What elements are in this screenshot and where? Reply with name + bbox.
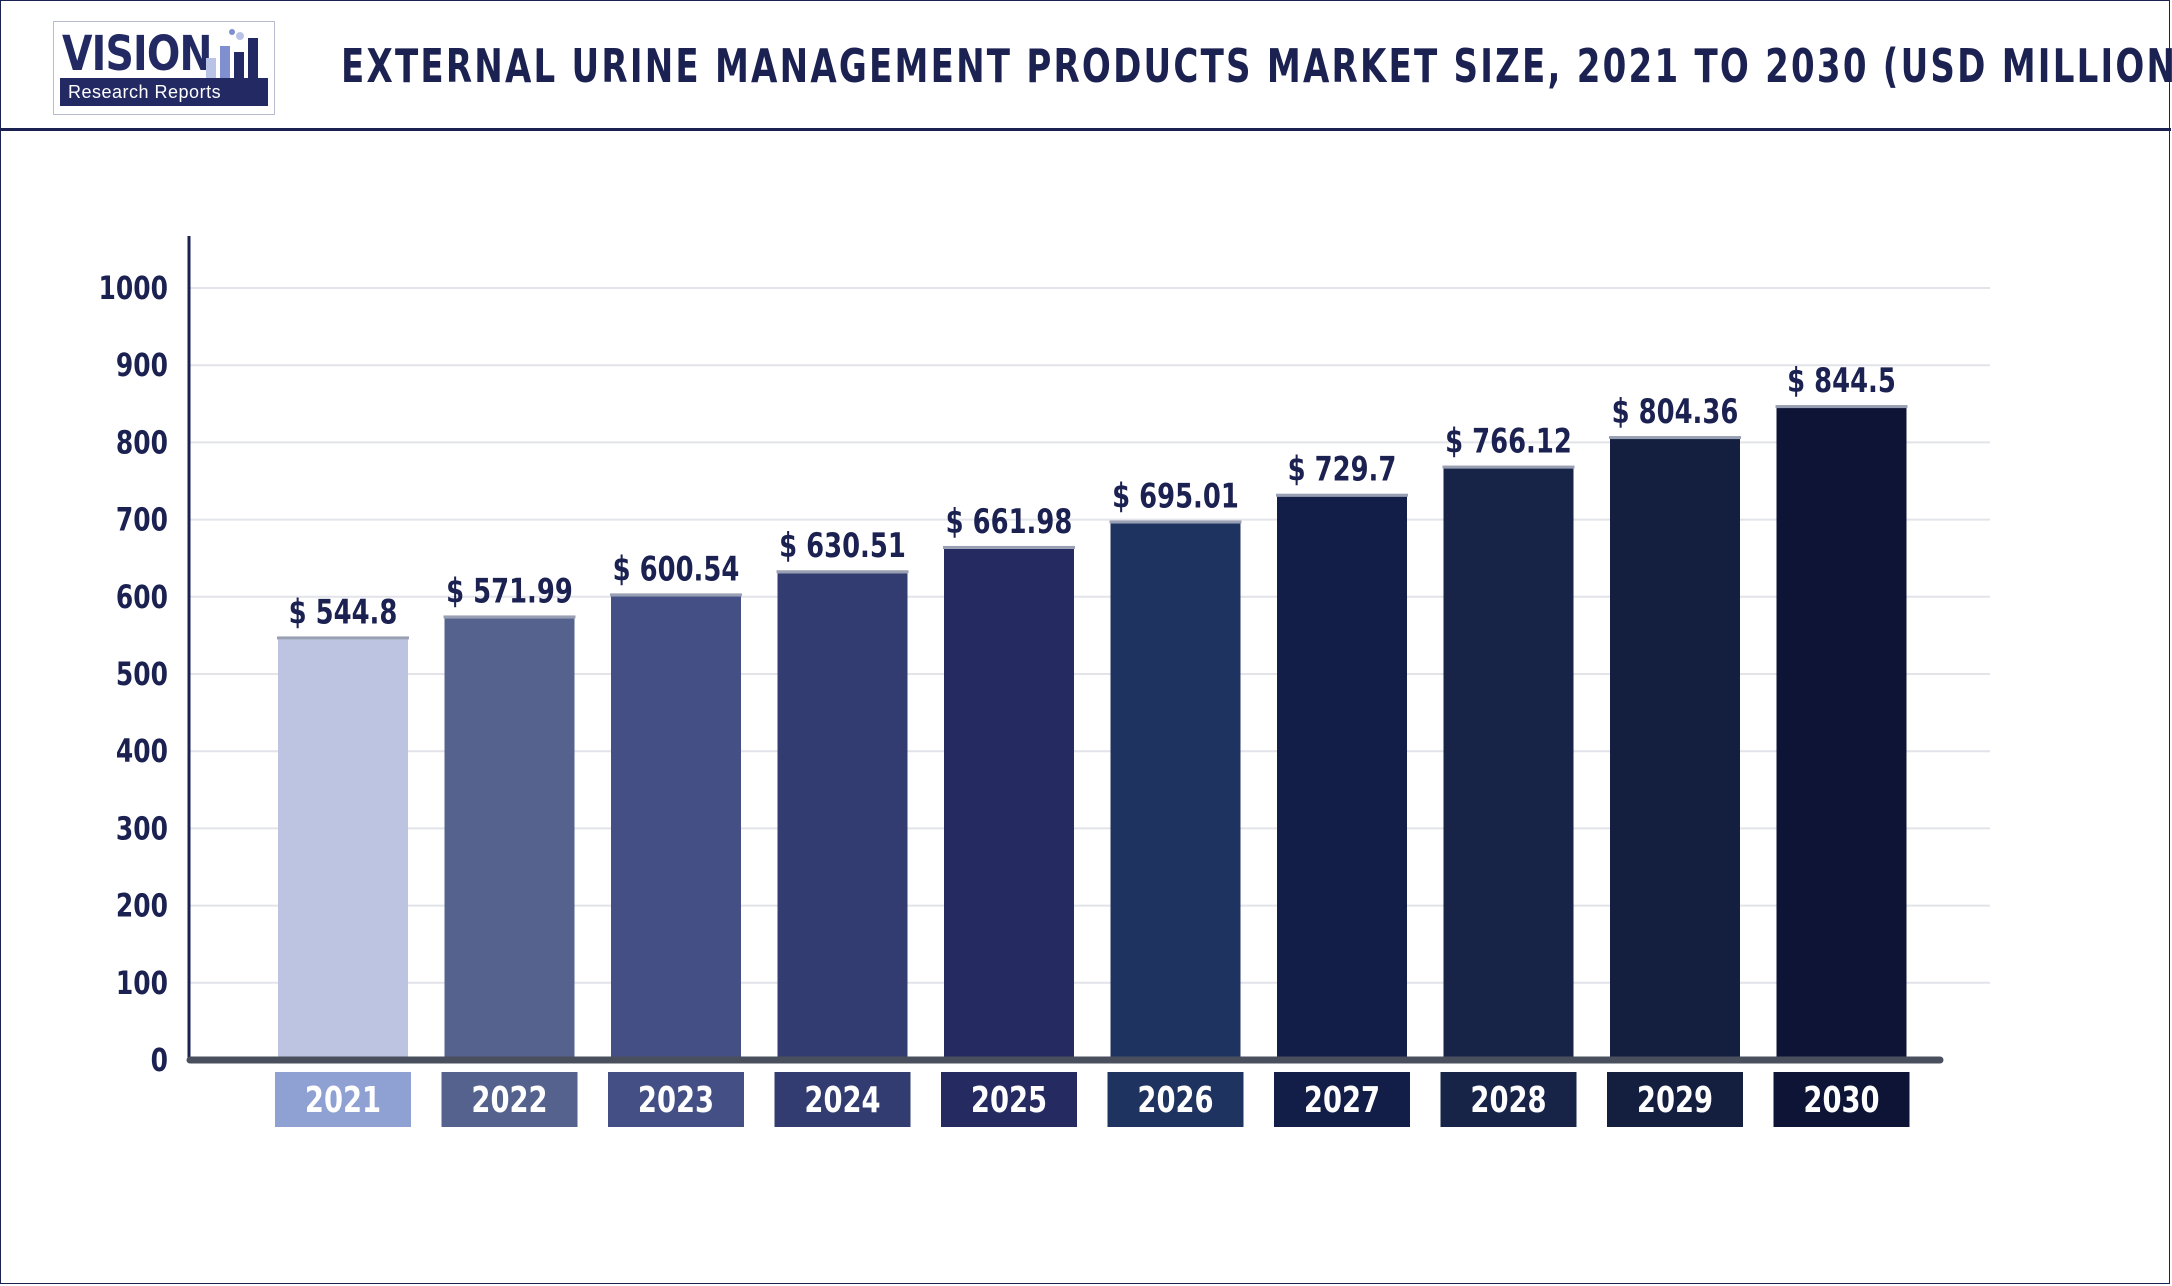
- bar-value-label: $ 766.12: [1445, 422, 1572, 461]
- bar-value-label: $ 571.99: [446, 572, 573, 611]
- bar: [1110, 523, 1241, 1060]
- bar: [1443, 468, 1574, 1060]
- x-label-box: [608, 1072, 744, 1127]
- bar-value-label: $ 804.36: [1612, 393, 1739, 432]
- x-tick-label: 2025: [971, 1078, 1047, 1121]
- x-label-box: [1773, 1072, 1910, 1127]
- bar-cap: [1442, 465, 1575, 469]
- y-tick-label: 600: [116, 578, 168, 616]
- y-tick-label: 1000: [99, 269, 168, 307]
- x-label-box: [441, 1072, 578, 1127]
- x-label-box: [275, 1072, 411, 1127]
- x-tick-label: 2027: [1304, 1078, 1380, 1121]
- y-tick-label: 400: [116, 732, 168, 770]
- bar: [777, 573, 908, 1060]
- bar-cap: [277, 636, 409, 640]
- x-label-box: [1440, 1072, 1577, 1127]
- bar: [444, 618, 575, 1060]
- x-tick-label: 2026: [1137, 1078, 1213, 1121]
- bar-value-label: $ 600.54: [613, 550, 740, 589]
- x-tick-label: 2029: [1637, 1078, 1713, 1121]
- y-tick-label: 0: [151, 1041, 168, 1079]
- x-tick-label: 2024: [804, 1078, 880, 1121]
- y-tick-label: 800: [116, 423, 168, 461]
- bar-cap: [443, 615, 576, 619]
- bar-value-label: $ 844.5: [1787, 362, 1896, 401]
- bar-cap: [610, 593, 742, 597]
- bar-cap: [1609, 436, 1741, 440]
- bar-cap: [776, 570, 909, 574]
- y-tick-label: 100: [116, 964, 168, 1002]
- y-tick-label: 900: [116, 346, 168, 384]
- bar-cap: [943, 545, 1075, 549]
- header: VISION Research Reports EXTERNAL URINE M…: [1, 1, 2172, 131]
- bar: [1776, 408, 1907, 1060]
- y-tick-label: 300: [116, 809, 168, 847]
- x-label-box: [774, 1072, 911, 1127]
- logo-word: VISION: [62, 26, 212, 82]
- x-label-box: [1274, 1072, 1410, 1127]
- bar: [1610, 439, 1740, 1061]
- x-label-box: [1607, 1072, 1743, 1127]
- logo-tagline: Research Reports: [60, 78, 268, 106]
- y-tick-label: 700: [116, 500, 168, 538]
- x-label-box: [1107, 1072, 1244, 1127]
- bar-value-label: $ 695.01: [1112, 477, 1239, 516]
- bar-value-label: $ 729.7: [1288, 450, 1397, 489]
- bar: [278, 639, 408, 1060]
- chart-title: EXTERNAL URINE MANAGEMENT PRODUCTS MARKE…: [341, 39, 2172, 93]
- bar: [611, 596, 741, 1060]
- x-tick-label: 2022: [471, 1078, 547, 1121]
- x-tick-label: 2023: [638, 1078, 714, 1121]
- x-tick-label: 2021: [305, 1078, 381, 1121]
- bar-value-label: $ 544.8: [289, 593, 398, 632]
- bar-value-label: $ 630.51: [779, 527, 906, 566]
- x-tick-label: 2030: [1803, 1078, 1879, 1121]
- bar-value-label: $ 661.98: [946, 503, 1073, 542]
- bar: [1277, 496, 1407, 1060]
- logo: VISION Research Reports: [53, 21, 275, 115]
- y-tick-label: 500: [116, 655, 168, 693]
- bar: [944, 548, 1074, 1060]
- bar-cap: [1775, 405, 1908, 409]
- x-label-box: [941, 1072, 1077, 1127]
- bar-cap: [1276, 493, 1408, 497]
- skyline-icon: [206, 29, 258, 80]
- x-tick-label: 2028: [1470, 1078, 1546, 1121]
- y-tick-label: 200: [116, 886, 168, 924]
- bar-cap: [1109, 520, 1242, 524]
